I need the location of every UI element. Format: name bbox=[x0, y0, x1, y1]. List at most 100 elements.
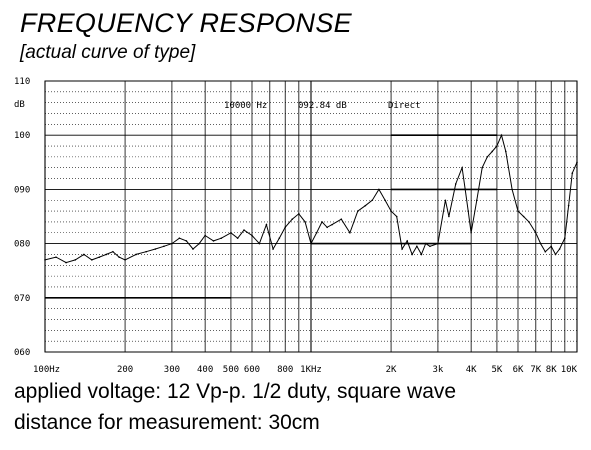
reference-lines bbox=[45, 134, 497, 299]
x-tick-label: 400 bbox=[197, 365, 213, 375]
data-point bbox=[304, 221, 306, 223]
data-point bbox=[326, 226, 328, 229]
data-point bbox=[496, 145, 498, 147]
x-tick-label: 6K bbox=[513, 365, 524, 375]
data-point bbox=[550, 245, 553, 248]
data-point bbox=[576, 161, 578, 164]
data-point bbox=[243, 229, 245, 231]
data-point bbox=[198, 242, 201, 245]
data-point bbox=[491, 150, 494, 153]
y-tick-label: 080 bbox=[14, 240, 30, 250]
x-tick-label: 5K bbox=[492, 365, 503, 375]
data-point bbox=[349, 231, 351, 234]
data-point bbox=[544, 250, 547, 253]
data-point bbox=[534, 231, 537, 234]
x-tick-label: 100Hz bbox=[33, 365, 60, 375]
x-tick-label: 4K bbox=[466, 365, 477, 375]
chart-grid bbox=[44, 80, 578, 353]
applied-voltage-note: applied voltage: 12 Vp-p. 1/2 duty, squa… bbox=[14, 380, 457, 403]
x-tick-label: 8K bbox=[546, 365, 557, 375]
x-tick-label: 600 bbox=[244, 365, 260, 375]
data-point bbox=[91, 259, 93, 261]
data-point bbox=[567, 204, 570, 207]
data-point bbox=[437, 242, 439, 245]
data-point bbox=[135, 253, 137, 256]
data-point bbox=[145, 250, 147, 253]
y-axis-tick-labels: 110 100 090 080 070 060 bbox=[14, 77, 30, 358]
annotation-level: 092.84 dB bbox=[298, 101, 347, 111]
data-point bbox=[554, 253, 557, 256]
response-series bbox=[44, 133, 578, 264]
data-point bbox=[171, 242, 173, 245]
x-tick-label: 7K bbox=[530, 365, 541, 375]
data-point bbox=[429, 245, 431, 248]
data-point bbox=[298, 212, 300, 215]
data-point bbox=[236, 237, 239, 239]
data-point bbox=[486, 156, 489, 158]
annotation-frequency: 10000 Hz bbox=[224, 101, 267, 111]
data-point bbox=[384, 199, 386, 202]
data-point bbox=[98, 256, 101, 258]
data-point bbox=[331, 223, 333, 226]
data-point bbox=[272, 248, 274, 250]
data-point bbox=[204, 234, 206, 237]
data-point bbox=[178, 237, 181, 239]
data-point bbox=[118, 256, 120, 258]
data-point bbox=[539, 242, 542, 245]
y-axis-label: dB bbox=[14, 100, 25, 110]
data-point bbox=[220, 237, 223, 239]
data-point bbox=[467, 210, 470, 212]
data-point bbox=[284, 226, 287, 229]
data-point bbox=[395, 215, 398, 218]
data-point bbox=[564, 237, 566, 239]
x-tick-label: 200 bbox=[117, 365, 133, 375]
data-point bbox=[154, 248, 157, 250]
data-point bbox=[315, 231, 318, 234]
data-point bbox=[378, 188, 380, 191]
data-point bbox=[212, 240, 215, 242]
y-tick-label: 070 bbox=[14, 294, 30, 304]
data-point bbox=[420, 253, 423, 256]
x-axis-tick-labels: 100Hz 200 300 400 500 600 800 1KHz 2K 3k 4K 5K 6K 7K 8… bbox=[33, 365, 578, 375]
data-point bbox=[163, 245, 165, 248]
x-tick-label: 300 bbox=[164, 365, 180, 375]
data-point bbox=[461, 166, 463, 169]
data-point bbox=[416, 245, 418, 248]
data-point bbox=[55, 256, 57, 258]
data-point bbox=[185, 240, 188, 242]
data-point bbox=[278, 237, 281, 239]
data-point bbox=[454, 183, 457, 185]
data-point bbox=[424, 242, 427, 245]
y-tick-label: 090 bbox=[14, 185, 30, 195]
data-point bbox=[448, 215, 450, 218]
data-point bbox=[411, 253, 413, 256]
data-point bbox=[444, 199, 447, 202]
data-point bbox=[340, 218, 343, 221]
data-point bbox=[528, 221, 530, 223]
data-point bbox=[265, 223, 268, 226]
data-point bbox=[258, 242, 261, 245]
data-point bbox=[511, 188, 513, 191]
data-point bbox=[357, 210, 359, 212]
y-tick-label: 110 bbox=[14, 77, 30, 87]
data-point bbox=[74, 259, 77, 261]
data-point bbox=[505, 150, 507, 153]
y-tick-label: 060 bbox=[14, 348, 30, 358]
data-point bbox=[470, 231, 472, 234]
y-tick-label: 100 bbox=[14, 131, 30, 141]
chart-title: FREQUENCY RESPONSE bbox=[20, 8, 352, 38]
data-point bbox=[291, 218, 294, 221]
data-point bbox=[390, 210, 392, 212]
data-point bbox=[464, 188, 467, 191]
data-point bbox=[251, 234, 253, 237]
data-point bbox=[65, 261, 67, 264]
data-point bbox=[310, 242, 312, 245]
x-tick-label: 1KHz bbox=[300, 365, 322, 375]
data-point bbox=[83, 253, 85, 256]
data-point bbox=[364, 204, 367, 207]
x-tick-label: 2K bbox=[386, 365, 397, 375]
x-tick-label: 800 bbox=[277, 365, 293, 375]
data-point bbox=[517, 210, 519, 212]
x-tick-label: 10K bbox=[561, 365, 578, 375]
data-point bbox=[481, 166, 483, 169]
